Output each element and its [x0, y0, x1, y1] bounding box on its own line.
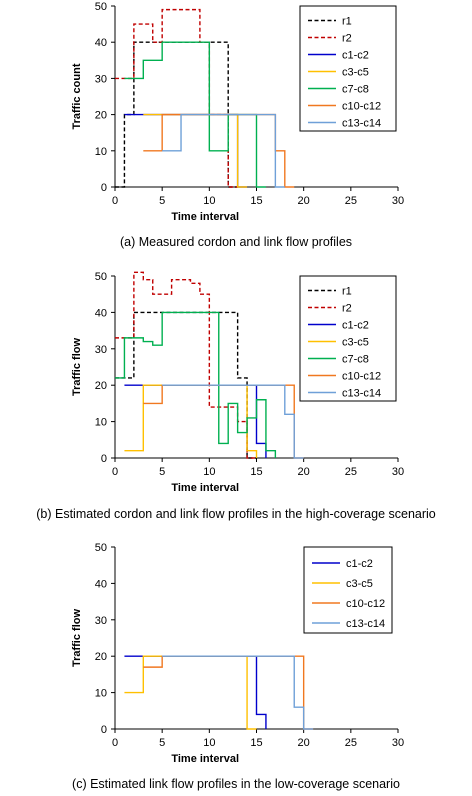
- x-axis-title: Time interval: [171, 211, 239, 223]
- y-tick-label: 30: [95, 344, 107, 356]
- series-line-r2: [115, 271, 257, 459]
- legend-box: [299, 275, 397, 402]
- y-axis-title: Traffic count: [71, 63, 83, 129]
- panel-caption: (a) Measured cordon and link flow profil…: [120, 235, 352, 249]
- y-tick-label: 40: [95, 37, 107, 49]
- legend-label-r2: r2: [342, 33, 352, 45]
- y-tick-label: 10: [95, 417, 107, 429]
- legend-label-c10-c12: c10-c12: [346, 598, 385, 610]
- series-line-c10-c12: [143, 384, 304, 459]
- legend-label-c1-c2: c1-c2: [342, 50, 369, 62]
- y-tick-label: 50: [95, 271, 107, 283]
- legend-label-r1: r1: [342, 286, 352, 298]
- x-tick-label: 20: [298, 195, 310, 207]
- series-line-c13-c14: [162, 655, 314, 730]
- legend-label-r2: r2: [342, 303, 352, 315]
- series-line-c3-c5: [124, 384, 258, 458]
- y-tick-label: 50: [95, 542, 107, 554]
- x-tick-label: 25: [345, 737, 357, 749]
- x-tick-label: 5: [159, 195, 165, 207]
- legend: r1 r2 c1-c2 c3-c5 c7-c8 c10-c12 c13-c14: [299, 5, 397, 132]
- legend-label-c13-c14: c13-c14: [342, 388, 381, 400]
- chart-panel-2: 0 10 20 30 40 50 0 5 10 15 20 25 30 Time interval Traf…: [36, 271, 436, 521]
- x-tick-label: 25: [345, 466, 357, 478]
- y-tick-label: 40: [95, 307, 107, 319]
- x-tick-label: 10: [203, 466, 215, 478]
- y-tick-label: 30: [95, 73, 107, 85]
- panel-caption: (c) Estimated link flow profiles in the …: [72, 777, 400, 791]
- x-tick-label: 25: [345, 195, 357, 207]
- legend-label-c10-c12: c10-c12: [342, 371, 381, 383]
- legend-label-c1-c2: c1-c2: [342, 320, 369, 332]
- legend: c1-c2 c3-c5 c10-c12 c13-c14: [303, 546, 393, 634]
- legend-label-c1-c2: c1-c2: [346, 558, 373, 570]
- x-tick-label: 5: [159, 737, 165, 749]
- y-tick-label: 10: [95, 146, 107, 158]
- y-tick-label: 0: [101, 453, 107, 465]
- panel-caption: (b) Estimated cordon and link flow profi…: [36, 507, 436, 521]
- legend: r1 r2 c1-c2 c3-c5 c7-c8 c10-c12 c13-c14: [299, 275, 397, 402]
- y-tick-label: 50: [95, 1, 107, 13]
- legend-label-r1: r1: [342, 16, 352, 28]
- legend-box: [303, 546, 393, 634]
- series-group: [124, 655, 314, 730]
- x-tick-label: 15: [250, 466, 262, 478]
- series-line-r1: [115, 311, 257, 459]
- series-group: [115, 271, 304, 459]
- x-axis-title: Time interval: [171, 482, 239, 494]
- x-tick-label: 15: [250, 737, 262, 749]
- y-axis-title: Traffic flow: [71, 609, 83, 668]
- series-line-c10-c12: [143, 655, 314, 730]
- x-tick-label: 0: [112, 195, 118, 207]
- x-tick-label: 30: [392, 737, 404, 749]
- y-tick-label: 0: [101, 182, 107, 194]
- legend-label-c7-c8: c7-c8: [342, 354, 369, 366]
- x-tick-label: 10: [203, 737, 215, 749]
- legend-label-c13-c14: c13-c14: [346, 618, 385, 630]
- chart-panel-3: 0 10 20 30 40 50 0 5 10 15 20 25 30 Time interval Traf…: [71, 542, 404, 791]
- x-tick-label: 0: [112, 737, 118, 749]
- legend-label-c10-c12: c10-c12: [342, 101, 381, 113]
- series-line-c13-c14: [162, 384, 304, 459]
- legend-label-c3-c5: c3-c5: [346, 578, 373, 590]
- series-group: [115, 8, 295, 188]
- legend-label-c3-c5: c3-c5: [342, 67, 369, 79]
- series-line-c7-c8: [115, 311, 277, 458]
- y-axis-title: Traffic flow: [71, 338, 83, 397]
- y-tick-label: 20: [95, 110, 107, 122]
- y-tick-label: 30: [95, 615, 107, 627]
- x-tick-label: 20: [298, 466, 310, 478]
- y-tick-label: 10: [95, 688, 107, 700]
- y-tick-label: 40: [95, 578, 107, 590]
- x-tick-label: 20: [298, 737, 310, 749]
- x-tick-label: 30: [392, 466, 404, 478]
- y-tick-label: 0: [101, 724, 107, 736]
- y-tick-label: 20: [95, 651, 107, 663]
- x-tick-label: 5: [159, 466, 165, 478]
- x-tick-label: 15: [250, 195, 262, 207]
- x-tick-label: 10: [203, 195, 215, 207]
- legend-label-c13-c14: c13-c14: [342, 118, 381, 130]
- y-tick-label: 20: [95, 380, 107, 392]
- legend-box: [299, 5, 397, 132]
- legend-label-c7-c8: c7-c8: [342, 84, 369, 96]
- series-line-c13-c14: [162, 113, 285, 188]
- legend-label-c3-c5: c3-c5: [342, 337, 369, 349]
- x-tick-label: 0: [112, 466, 118, 478]
- x-axis-title: Time interval: [171, 753, 239, 765]
- x-tick-label: 30: [392, 195, 404, 207]
- chart-panel-1: 0 10 20 30 40 50 0 5 10 15 20 25 30 Time interval Traf…: [71, 1, 404, 249]
